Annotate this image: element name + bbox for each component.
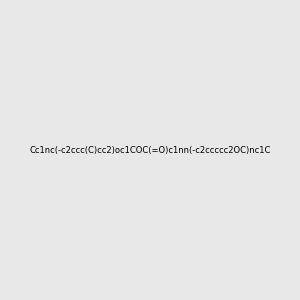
Text: Cc1nc(-c2ccc(C)cc2)oc1COC(=O)c1nn(-c2ccccc2OC)nc1C: Cc1nc(-c2ccc(C)cc2)oc1COC(=O)c1nn(-c2ccc…: [29, 146, 271, 154]
